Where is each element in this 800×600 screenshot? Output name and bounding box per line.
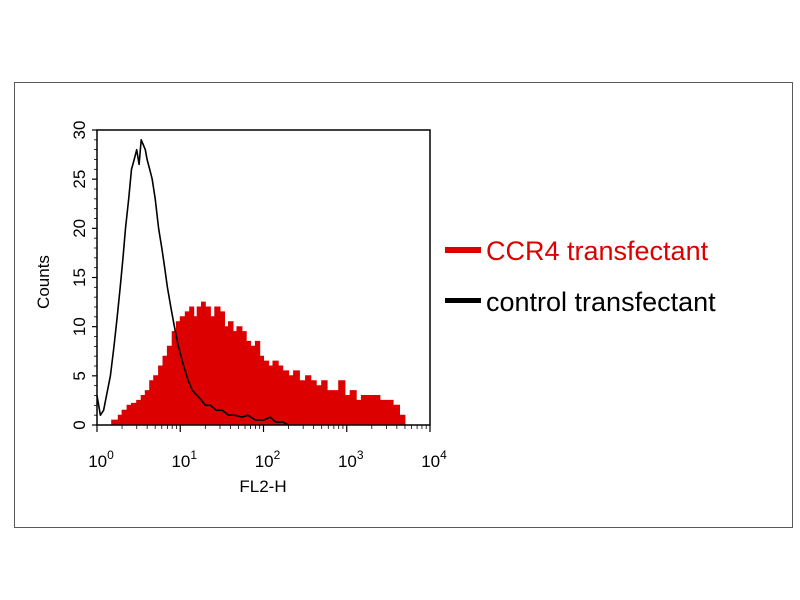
y-tick-label: 0 [70, 420, 89, 429]
y-axis-title: Counts [34, 255, 53, 309]
y-tick-label: 20 [70, 219, 89, 238]
y-tick-label: 15 [70, 268, 89, 287]
figure-frame [14, 82, 793, 528]
x-axis-title: FL2-H [239, 477, 286, 496]
x-tick-label: 101 [171, 448, 197, 471]
y-tick-label: 5 [70, 371, 89, 380]
x-axis: 100 101 102 103 104 [88, 425, 447, 471]
legend: CCR4 transfectant control transfectant [445, 236, 716, 317]
legend-item-ccr4: CCR4 transfectant [445, 236, 709, 266]
y-tick-label: 25 [70, 170, 89, 189]
legend-swatch-control [445, 298, 481, 303]
y-tick-label: 30 [70, 121, 89, 140]
legend-swatch-ccr4 [445, 247, 481, 253]
y-axis: 0 5 10 15 20 25 30 [70, 121, 97, 430]
y-tick-label: 10 [70, 317, 89, 336]
legend-label-control: control transfectant [486, 287, 716, 317]
x-tick-label: 103 [338, 448, 364, 471]
series-line-control [96, 139, 289, 426]
x-tick-label: 104 [421, 448, 447, 471]
legend-item-control: control transfectant [445, 287, 716, 317]
x-tick-label: 100 [88, 448, 114, 471]
series-area-ccr4 [103, 301, 406, 426]
legend-label-ccr4: CCR4 transfectant [486, 236, 709, 266]
series-layer [96, 139, 406, 426]
x-tick-label: 102 [255, 448, 281, 471]
